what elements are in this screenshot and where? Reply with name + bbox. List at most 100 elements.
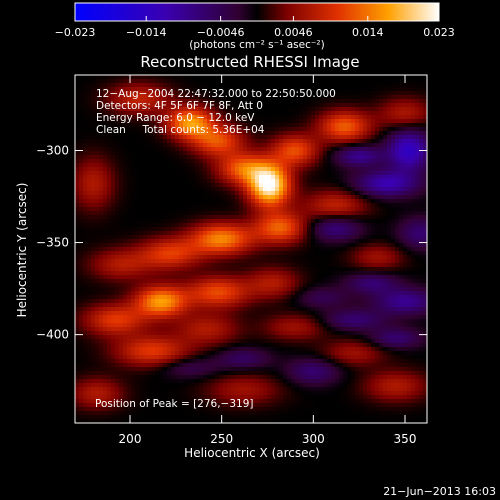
heatmap-cell [255, 219, 260, 224]
heatmap-cell [375, 131, 380, 136]
heatmap-cell [323, 127, 328, 132]
heatmap-cell [215, 147, 220, 152]
heatmap-cell [271, 255, 276, 260]
heatmap-cell [135, 167, 140, 172]
heatmap-cell [243, 135, 248, 140]
heatmap-cell [143, 163, 148, 168]
heatmap-cell [199, 203, 204, 208]
heatmap-cell [179, 111, 184, 116]
heatmap-cell [95, 95, 100, 100]
heatmap-cell [399, 187, 404, 192]
heatmap-cell [415, 223, 420, 228]
heatmap-cell [95, 139, 100, 144]
heatmap-cell [179, 143, 184, 148]
heatmap-cell [211, 75, 216, 80]
heatmap-cell [291, 115, 296, 120]
heatmap-cell [351, 251, 356, 256]
heatmap-cell [375, 187, 380, 192]
heatmap-cell [327, 267, 332, 272]
heatmap-cell [387, 171, 392, 176]
heatmap-cell [99, 199, 104, 204]
heatmap-cell [159, 271, 164, 276]
heatmap-cell [203, 79, 208, 84]
heatmap-cell [375, 231, 380, 236]
heatmap-cell [139, 207, 144, 212]
heatmap-cell [195, 151, 200, 156]
heatmap-cell [391, 251, 396, 256]
heatmap-cell [215, 99, 220, 104]
heatmap-cell [135, 203, 140, 208]
heatmap-cell [423, 123, 427, 128]
heatmap-cell [279, 203, 284, 208]
heatmap-cell [139, 163, 144, 168]
heatmap-cell [347, 115, 352, 120]
heatmap-cell [211, 151, 216, 156]
heatmap-cell [199, 263, 204, 268]
heatmap-cell [103, 91, 108, 96]
heatmap-cell [403, 251, 408, 256]
heatmap-cell [363, 295, 368, 300]
heatmap-cell [415, 291, 420, 296]
heatmap-cell [123, 251, 128, 256]
heatmap-cell [103, 211, 108, 216]
heatmap-cell [227, 199, 232, 204]
heatmap-cell [107, 123, 112, 128]
heatmap-cell [155, 219, 160, 224]
heatmap-cell [355, 199, 360, 204]
heatmap-cell [99, 231, 104, 236]
heatmap-cell [247, 263, 252, 268]
heatmap-cell [119, 99, 124, 104]
heatmap-cell [263, 275, 268, 280]
heatmap-cell [363, 163, 368, 168]
heatmap-cell [163, 235, 168, 240]
heatmap-cell [403, 287, 408, 292]
heatmap-cell [295, 115, 300, 120]
heatmap-cell [91, 111, 96, 116]
heatmap-cell [75, 295, 80, 300]
heatmap-cell [155, 263, 160, 268]
heatmap-cell [239, 267, 244, 272]
heatmap-cell [223, 95, 228, 100]
heatmap-cell [171, 207, 176, 212]
heatmap-cell [139, 299, 144, 304]
heatmap-cell [415, 283, 420, 288]
heatmap-cell [255, 299, 260, 304]
heatmap-cell [195, 231, 200, 236]
heatmap-cell [355, 295, 360, 300]
heatmap-cell [227, 203, 232, 208]
heatmap-cell [351, 263, 356, 268]
heatmap-cell [311, 283, 316, 288]
heatmap-cell [191, 291, 196, 296]
heatmap-cell [391, 283, 396, 288]
heatmap-cell [371, 111, 376, 116]
heatmap-cell [147, 247, 152, 252]
heatmap-cell [203, 291, 208, 296]
heatmap-cell [387, 227, 392, 232]
heatmap-cell [399, 251, 404, 256]
heatmap-cell [407, 123, 412, 128]
heatmap-cell [175, 155, 180, 160]
heatmap-cell [403, 275, 408, 280]
heatmap-cell [315, 255, 320, 260]
heatmap-cell [123, 75, 128, 80]
heatmap-cell [147, 211, 152, 216]
heatmap-cell [103, 263, 108, 268]
heatmap-cell [79, 255, 84, 260]
heatmap-cell [119, 135, 124, 140]
heatmap-cell [355, 107, 360, 112]
heatmap-cell [79, 267, 84, 272]
heatmap-cell [199, 183, 204, 188]
heatmap-cell [167, 199, 172, 204]
heatmap-cell [87, 131, 92, 136]
heatmap-cell [127, 239, 132, 244]
heatmap-cell [299, 227, 304, 232]
heatmap-cell [259, 107, 264, 112]
heatmap-cell [235, 291, 240, 296]
heatmap-cell [255, 187, 260, 192]
heatmap-cell [287, 79, 292, 84]
heatmap-cell [287, 123, 292, 128]
heatmap-cell [175, 179, 180, 184]
heatmap-cell [379, 75, 384, 80]
heatmap-cell [119, 111, 124, 116]
heatmap-cell [215, 139, 220, 144]
